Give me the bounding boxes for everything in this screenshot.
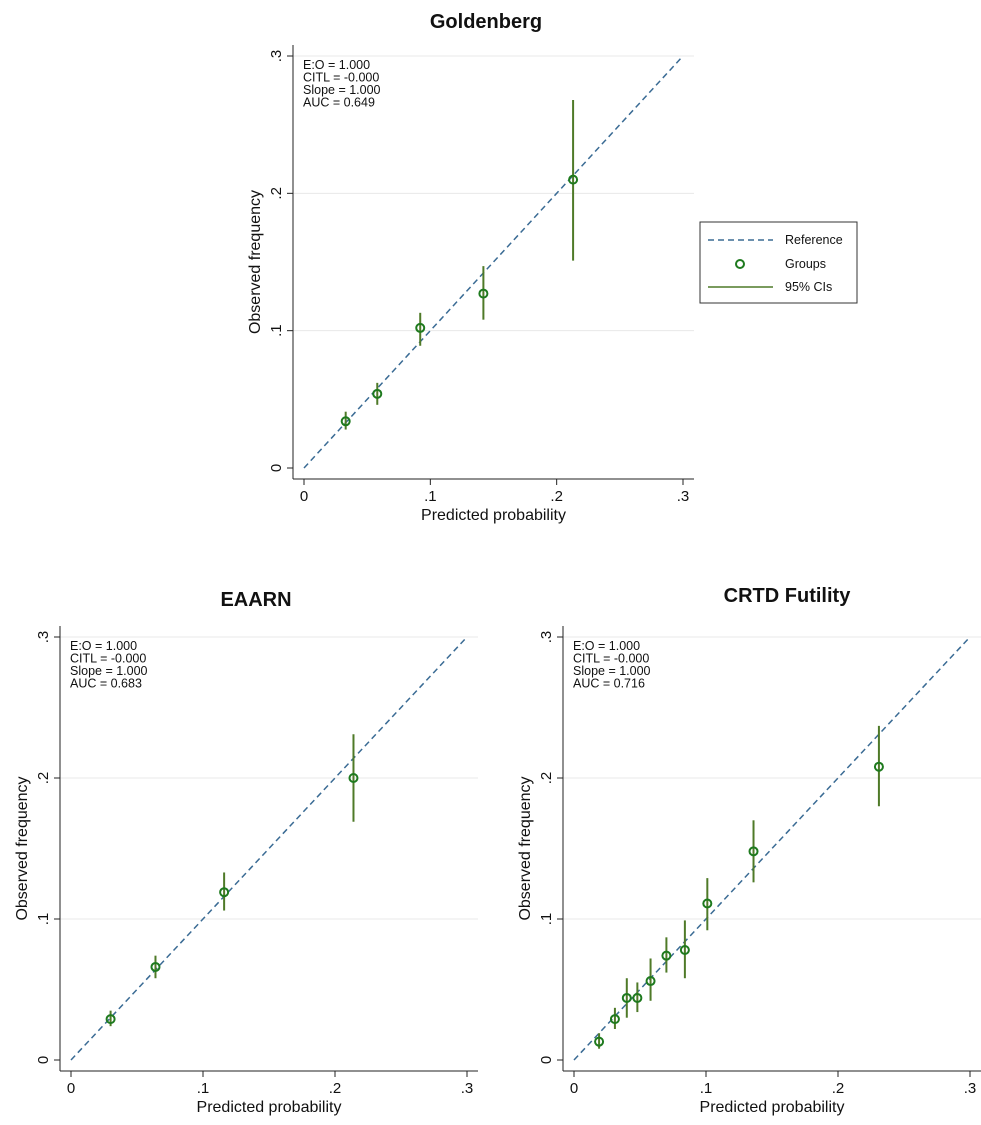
- y-axis-label: Observed frequency: [517, 776, 534, 920]
- panel-goldenberg: 0 .1 .2 .3 0 .1 .2 .3 Goldenberg Predicted probab…: [247, 11, 694, 524]
- y-axis-label: Observed frequency: [247, 190, 264, 334]
- x-axis-label: Predicted probability: [421, 507, 566, 524]
- y-tick-label: 0: [538, 1056, 555, 1064]
- stat-annotation: CITL = -0.000: [573, 652, 649, 666]
- y-axis-label: Observed frequency: [14, 776, 31, 920]
- legend-box: [699, 221, 858, 304]
- stat-annotation: AUC = 0.683: [70, 677, 142, 691]
- reference-line: [303, 55, 684, 469]
- group-point: [568, 174, 579, 185]
- y-tick-label: .3: [35, 631, 52, 644]
- stat-annotation: CITL = -0.000: [70, 652, 146, 666]
- reference-line: [70, 636, 468, 1061]
- group-point: [621, 992, 632, 1003]
- group-point: [609, 1014, 620, 1025]
- y-tick-label: .2: [268, 187, 285, 200]
- x-axis-label: Predicted probability: [700, 1099, 845, 1116]
- group-point: [219, 887, 230, 898]
- group-point: [873, 761, 884, 772]
- reference-line: [573, 636, 971, 1061]
- y-tick-label: .2: [35, 772, 52, 785]
- stat-annotation: E:O = 1.000: [573, 639, 640, 653]
- group-point: [150, 961, 161, 972]
- y-tick-label: 0: [268, 464, 285, 472]
- stat-annotation: E:O = 1.000: [303, 58, 370, 72]
- stat-annotation: Slope = 1.000: [303, 83, 381, 97]
- group-point: [748, 846, 759, 857]
- x-tick-label: .2: [832, 1080, 845, 1097]
- x-tick-label: .1: [700, 1080, 713, 1097]
- x-tick-label: .3: [964, 1080, 977, 1097]
- x-tick-label: .3: [461, 1080, 474, 1097]
- x-tick-label: 0: [67, 1080, 75, 1097]
- panel-crtd-futility: 0 .1 .2 .3 0 .1 .2 .3 CRTD Futility Predicted pro…: [517, 585, 981, 1116]
- y-tick-label: 0: [35, 1056, 52, 1064]
- y-tick-label: .1: [35, 913, 52, 926]
- x-tick-label: .2: [550, 488, 563, 505]
- stat-annotation: Slope = 1.000: [70, 664, 148, 678]
- chart-title: Goldenberg: [430, 11, 542, 33]
- legend: Reference Groups 95% CIs: [699, 221, 858, 304]
- group-point: [645, 976, 656, 987]
- legend-groups-label: Groups: [785, 257, 826, 271]
- x-tick-label: .1: [424, 488, 437, 505]
- x-tick-label: 0: [300, 488, 308, 505]
- group-point: [340, 416, 351, 427]
- stat-annotation: AUC = 0.716: [573, 677, 645, 691]
- legend-ci-label: 95% CIs: [785, 280, 832, 294]
- group-point: [415, 322, 426, 333]
- x-tick-label: .2: [329, 1080, 342, 1097]
- group-point: [632, 992, 643, 1003]
- group-point: [372, 388, 383, 399]
- group-point: [594, 1036, 605, 1047]
- x-tick-label: .1: [197, 1080, 210, 1097]
- group-point: [105, 1014, 116, 1025]
- y-tick-label: .1: [268, 324, 285, 337]
- x-axis-label: Predicted probability: [197, 1099, 342, 1116]
- group-point: [661, 950, 672, 961]
- y-tick-label: .1: [538, 913, 555, 926]
- stat-annotation: CITL = -0.000: [303, 71, 379, 85]
- y-tick-label: .2: [538, 772, 555, 785]
- x-tick-label: 0: [570, 1080, 578, 1097]
- group-point: [702, 898, 713, 909]
- chart-title: CRTD Futility: [724, 585, 852, 607]
- panel-eaarn: 0 .1 .2 .3 0 .1 .2 .3 EAARN Predicted probability…: [14, 589, 478, 1116]
- chart-title: EAARN: [220, 589, 291, 611]
- stat-annotation: Slope = 1.000: [573, 664, 651, 678]
- legend-reference-label: Reference: [785, 233, 843, 247]
- y-tick-label: .3: [538, 631, 555, 644]
- group-point: [679, 945, 690, 956]
- y-tick-label: .3: [268, 50, 285, 63]
- group-point: [348, 773, 359, 783]
- legend-groups-swatch: [735, 259, 745, 269]
- stat-annotation: E:O = 1.000: [70, 639, 137, 653]
- group-point: [478, 288, 489, 299]
- stat-annotation: AUC = 0.649: [303, 96, 375, 110]
- x-tick-label: .3: [677, 488, 690, 505]
